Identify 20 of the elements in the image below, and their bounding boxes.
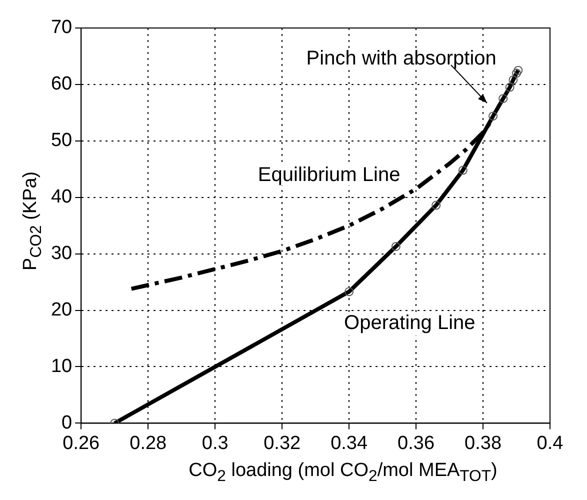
x-axis-title: CO$_{2}$ loading (mol CO$_{2}$/mol MEA$_{TOT}$) (188, 460, 498, 486)
series-label: Equilibrium Line (258, 164, 400, 186)
y-tick-label: 20 (50, 300, 72, 321)
y-tick-label: 40 (50, 186, 72, 208)
y-tick-label: 30 (50, 243, 72, 264)
x-tick-label: 0.38 (464, 432, 502, 454)
y-tick-label: 10 (50, 356, 72, 377)
x-tick-label: 0.36 (398, 432, 435, 454)
x-tick-label: 0.26 (62, 432, 100, 454)
x-tick-label: 0.4 (536, 432, 564, 454)
x-tick-label: 0.3 (202, 432, 228, 454)
x-tick-label: 0.34 (330, 432, 368, 454)
x-tick-label: 0.32 (264, 432, 301, 454)
annotation: Pinch with absorption (306, 48, 496, 70)
x-tick-label: 0.28 (130, 432, 167, 454)
series-label: Operating Line (344, 312, 476, 334)
y-tick-label: 50 (50, 130, 72, 152)
y-tick-label: 70 (50, 17, 72, 38)
y-tick-label: 60 (50, 74, 72, 95)
y-tick-label: 0 (62, 412, 72, 434)
